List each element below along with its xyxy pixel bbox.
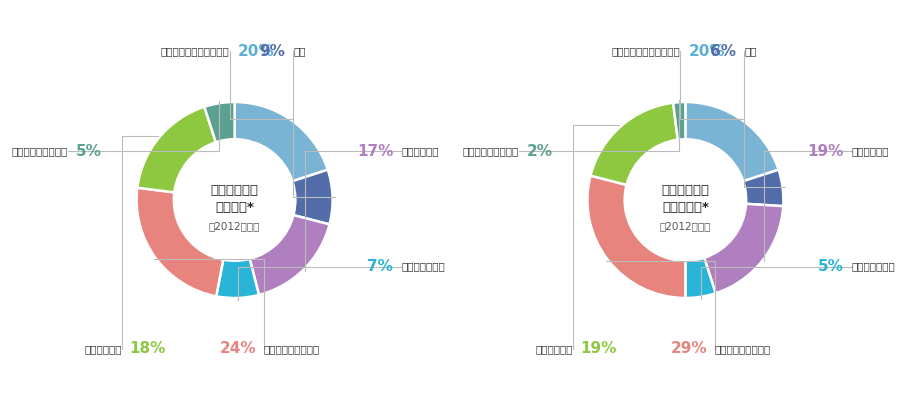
Text: 輸送機・建機: 輸送機・建機 (851, 146, 889, 156)
Text: 17%: 17% (357, 144, 393, 158)
Text: 19%: 19% (580, 342, 617, 356)
Text: 20%: 20% (237, 44, 274, 58)
Text: 輸送機・建機: 輸送機・建機 (401, 146, 438, 156)
Text: メディア・生活関連: メディア・生活関連 (264, 344, 320, 354)
Text: 29%: 29% (670, 342, 706, 356)
Wedge shape (204, 102, 234, 142)
Text: 資源・化学品: 資源・化学品 (535, 344, 572, 354)
Text: 国内ブロック・支社: 国内ブロック・支社 (12, 146, 68, 156)
Wedge shape (136, 188, 223, 296)
Text: （2012年度）: （2012年度） (659, 222, 710, 232)
Wedge shape (249, 215, 329, 295)
Text: セグメント別: セグメント別 (661, 184, 709, 197)
Text: 連結純利益*: 連結純利益* (662, 201, 708, 214)
Text: 5%: 5% (817, 259, 844, 274)
Text: メディア・生活関連: メディア・生活関連 (714, 344, 770, 354)
Wedge shape (685, 102, 777, 181)
Wedge shape (292, 170, 333, 224)
Text: 20%: 20% (687, 44, 724, 58)
Wedge shape (743, 170, 783, 206)
Text: 19%: 19% (807, 144, 844, 158)
Text: 国内ブロック・支社: 国内ブロック・支社 (462, 146, 518, 156)
Text: セグメント別: セグメント別 (210, 184, 258, 197)
Text: 環境・インフラ: 環境・インフラ (401, 262, 445, 272)
Text: 9%: 9% (259, 44, 285, 58)
Wedge shape (685, 258, 715, 298)
Text: 5%: 5% (75, 144, 102, 158)
Wedge shape (216, 259, 258, 298)
Text: 環境・インフラ: 環境・インフラ (851, 262, 895, 272)
Text: 金属: 金属 (743, 46, 755, 56)
Text: 24%: 24% (220, 342, 255, 356)
Wedge shape (586, 176, 685, 298)
Text: 6%: 6% (709, 44, 735, 58)
Wedge shape (234, 102, 327, 181)
Wedge shape (703, 204, 782, 293)
Text: （2012年度）: （2012年度） (209, 222, 260, 232)
Text: 金属: 金属 (293, 46, 306, 56)
Text: 海外現地法人・海外支店: 海外現地法人・海外支店 (161, 46, 230, 56)
Text: 資産合計*: 資産合計* (215, 201, 254, 214)
Wedge shape (673, 102, 685, 140)
Text: 資源・化学品: 資源・化学品 (85, 344, 121, 354)
Text: 7%: 7% (367, 259, 393, 274)
Text: 18%: 18% (130, 342, 166, 356)
Text: 海外現地法人・海外支店: 海外現地法人・海外支店 (611, 46, 680, 56)
Wedge shape (137, 107, 216, 192)
Text: 2%: 2% (526, 144, 552, 158)
Wedge shape (590, 103, 677, 185)
